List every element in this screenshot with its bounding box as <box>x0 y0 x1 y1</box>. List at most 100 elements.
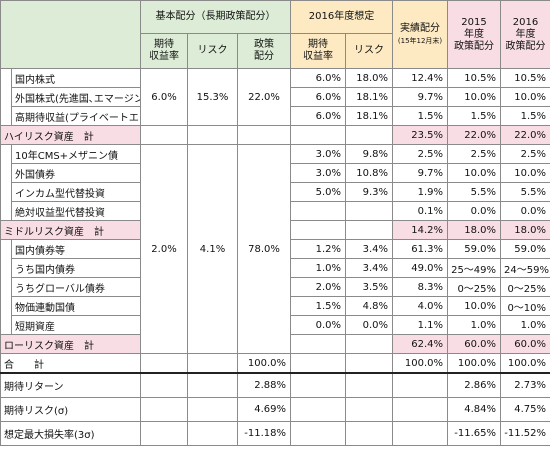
value-cell: 10.0% <box>500 163 550 183</box>
value-cell: 10.0% <box>447 163 502 183</box>
value-cell: 60.0% <box>447 334 502 354</box>
stat-label: 期待リスク(σ) <box>0 397 141 422</box>
value-cell: 1.5% <box>392 106 449 126</box>
value-cell: 14.2% <box>392 220 449 240</box>
value-cell: 3.5% <box>345 277 394 297</box>
stat-label: 期待リターン <box>0 372 141 398</box>
table-row: 合 計 100.0% 100.0% 100.0% 100.0% <box>0 353 550 374</box>
indent <box>0 182 12 202</box>
value-cell <box>290 220 347 240</box>
value-cell: 5.0% <box>290 182 347 202</box>
table-row: 短期資産 0.0% 0.0% 1.1% 1.0% 1.0% <box>0 315 550 335</box>
table-row: 国内株式 6.0% 15.3% 22.0% 6.0% 18.0% 12.4% 10.5% 10.… <box>0 68 550 126</box>
value-cell: 100.0% <box>236 353 292 374</box>
empty-cell <box>290 372 347 398</box>
value-cell: 6.0% <box>290 106 347 126</box>
value-cell <box>345 220 394 240</box>
table-row: 想定最大損失率(3σ) -11.18% -11.65% -11.52% <box>0 421 550 446</box>
column-header: リスク <box>345 33 394 69</box>
row-label: うち国内債券 <box>11 258 141 278</box>
empty-cell <box>392 397 449 422</box>
value-cell: 2.5% <box>500 144 550 164</box>
value-cell: 2.88% <box>236 372 292 398</box>
value-cell: 3.4% <box>345 239 394 259</box>
column-header: 2016 年度 政策配分 <box>500 0 550 69</box>
value-cell <box>345 201 394 221</box>
empty-cell <box>140 372 188 398</box>
value-cell: -11.18% <box>236 421 292 446</box>
indent <box>0 296 12 316</box>
empty-cell <box>187 397 238 422</box>
group-header: 2016年度想定 <box>290 0 394 34</box>
value-cell: 1.5% <box>447 106 502 126</box>
value-cell: 3.0% <box>290 163 347 183</box>
value-cell: 100.0% <box>392 353 449 374</box>
header-text: 実績配分 <box>400 22 441 34</box>
value-cell: 3.0% <box>290 144 347 164</box>
subtotal-label: ハイリスク資産 計 <box>0 125 141 145</box>
value-cell: 4.8% <box>345 296 394 316</box>
empty-cell <box>187 353 238 374</box>
row-label: 絶対収益型代替投資 <box>11 201 141 221</box>
table-row: 高期待収益(プライベートエクイティ)6.0%18.1%1.5%1.5%1.5% <box>0 106 550 126</box>
value-cell: 6.0% <box>290 87 347 107</box>
indent <box>0 87 12 107</box>
empty-cell <box>392 372 449 398</box>
column-header: 期待 収益率 <box>290 33 347 69</box>
value-cell: 4.0% <box>392 296 449 316</box>
value-cell: 2.5% <box>447 144 502 164</box>
value-cell: 2.0% <box>290 277 347 297</box>
value-cell: 61.3% <box>392 239 449 259</box>
value-cell: 60.0% <box>500 334 550 354</box>
value-cell <box>345 334 394 354</box>
value-cell: 10.5% <box>447 68 502 88</box>
column-header: 実績配分 (15年12月末) <box>392 0 449 69</box>
value-cell: 0.0% <box>500 201 550 221</box>
column-header: 政策 配分 <box>236 33 292 69</box>
value-cell: 2.5% <box>392 144 449 164</box>
value-cell: 10.5% <box>500 68 550 88</box>
empty-cell <box>345 421 394 446</box>
value-cell: 2.86% <box>447 372 502 398</box>
value-cell: 1.0% <box>447 315 502 335</box>
empty-cell <box>140 125 188 145</box>
value-cell: 1.5% <box>290 296 347 316</box>
value-cell: 1.1% <box>392 315 449 335</box>
value-cell: 22.0% <box>500 125 550 145</box>
value-cell: 0～10% <box>500 296 550 316</box>
value-cell: 18.0% <box>447 220 502 240</box>
row-label: 外国債券 <box>11 163 141 183</box>
table-row: うち国内債券 1.0% 3.4% 49.0% 25～49% 24～59% <box>0 258 550 278</box>
empty-cell <box>290 397 347 422</box>
table-row: ミドルリスク資産 計 14.2% 18.0% 18.0% <box>0 220 550 240</box>
value-cell: 5.5% <box>447 182 502 202</box>
value-cell: 49.0% <box>392 258 449 278</box>
value-cell: 62.4% <box>392 334 449 354</box>
basic-value: 78.0% <box>236 144 292 354</box>
value-cell: 0.0% <box>345 315 394 335</box>
value-cell: 9.7% <box>392 87 449 107</box>
value-cell: 3.4% <box>345 258 394 278</box>
basic-value: 15.3% <box>187 68 238 126</box>
subtotal-label: ミドルリスク資産 計 <box>0 220 141 240</box>
indent <box>0 144 12 164</box>
value-cell: 4.75% <box>500 397 550 422</box>
value-cell: 0.1% <box>392 201 449 221</box>
value-cell: 4.69% <box>236 397 292 422</box>
empty-cell <box>187 421 238 446</box>
empty-cell <box>187 125 238 145</box>
row-label: 10年CMS+メザニン債 <box>11 144 141 164</box>
table-row: 期待 収益率 リスク 政策 配分 期待 収益率 リスク <box>1 33 550 69</box>
indent <box>0 239 12 259</box>
value-cell: 6.0% <box>290 68 347 88</box>
value-cell: 1.0% <box>500 315 550 335</box>
value-cell: 0～25% <box>500 277 550 297</box>
header-corner <box>0 0 141 69</box>
empty-cell <box>140 397 188 422</box>
indent <box>0 68 12 88</box>
row-label: 短期資産 <box>11 315 141 335</box>
table-row: 外国株式(先進国､エマージング)6.0%18.1%9.7%10.0%10.0% <box>0 87 550 107</box>
value-cell <box>290 201 347 221</box>
indent <box>0 277 12 297</box>
